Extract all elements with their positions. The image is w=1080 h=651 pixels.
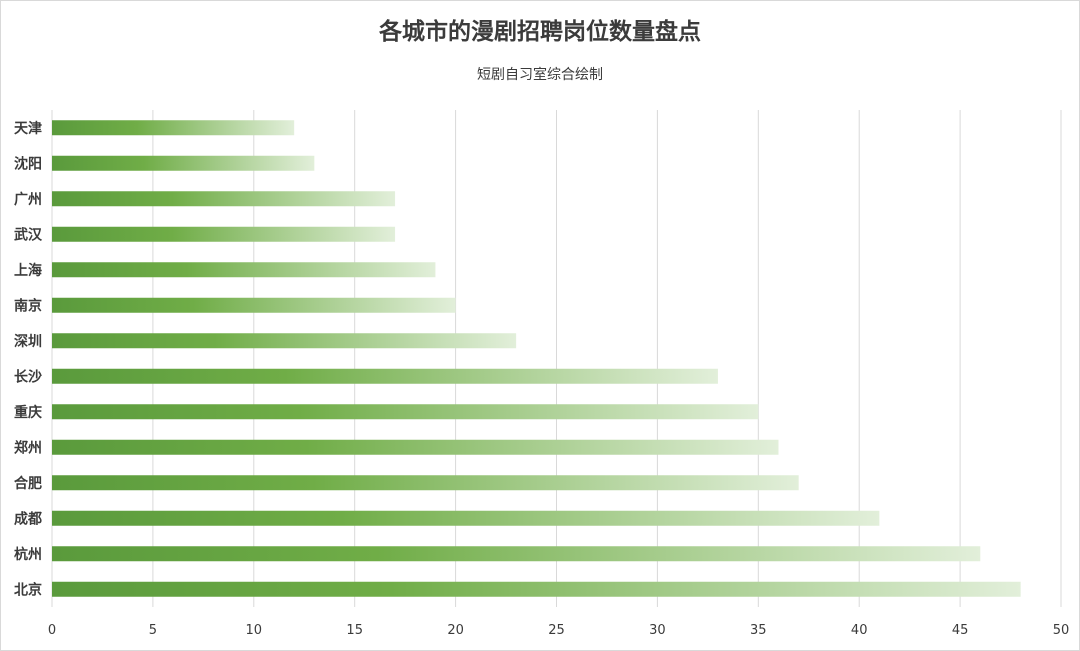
x-tick-label: 10 — [246, 623, 263, 638]
bar — [52, 439, 779, 455]
category-label: 深圳 — [14, 333, 42, 350]
bar — [52, 262, 436, 278]
bar — [52, 546, 981, 562]
category-label: 天津 — [14, 120, 42, 137]
x-tick-label: 5 — [149, 623, 157, 638]
category-label: 杭州 — [14, 546, 42, 563]
bar — [52, 226, 396, 242]
bar — [52, 368, 718, 384]
x-tick-label: 25 — [548, 623, 565, 638]
category-label: 南京 — [14, 297, 42, 314]
category-label: 长沙 — [14, 368, 42, 385]
chart-subtitle: 短剧自习室综合绘制 — [477, 67, 603, 83]
bar — [52, 475, 799, 491]
x-tick-label: 35 — [750, 623, 767, 638]
x-tick-label: 15 — [346, 623, 363, 638]
x-tick-label: 30 — [649, 623, 666, 638]
x-tick-label: 0 — [48, 623, 56, 638]
x-tick-label: 40 — [851, 623, 868, 638]
category-label: 重庆 — [14, 404, 42, 421]
category-label: 上海 — [14, 262, 42, 279]
x-tick-label: 50 — [1053, 623, 1070, 638]
bar — [52, 155, 315, 171]
x-tick-label: 45 — [952, 623, 969, 638]
grid-lines — [51, 110, 1062, 607]
x-tick-label: 20 — [447, 623, 464, 638]
bar — [52, 333, 517, 349]
category-label: 沈阳 — [14, 155, 42, 172]
category-label: 郑州 — [14, 439, 42, 456]
x-axis-ticks: 0 5 10 15 20 25 30 35 40 45 50 — [48, 623, 1069, 638]
bar — [52, 297, 456, 313]
category-label: 武汉 — [14, 226, 43, 243]
bar — [52, 581, 1021, 597]
category-label: 合肥 — [14, 475, 42, 492]
bar — [52, 191, 396, 207]
category-label: 广州 — [14, 191, 42, 208]
bar — [52, 120, 295, 136]
category-label: 北京 — [14, 581, 42, 598]
bar — [52, 404, 759, 420]
category-label: 成都 — [14, 510, 42, 527]
bar — [52, 510, 880, 526]
bars — [52, 120, 1021, 597]
chart-title: 各城市的漫剧招聘岗位数量盘点 — [379, 19, 701, 45]
